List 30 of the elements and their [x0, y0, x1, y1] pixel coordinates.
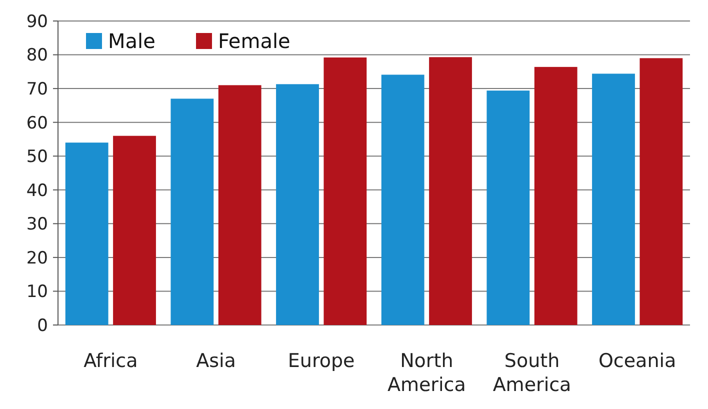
x-tick-label: North America	[387, 350, 466, 396]
y-tick-label: 10	[26, 282, 48, 302]
legend-label: Female	[218, 29, 290, 53]
x-tick-label: Africa	[84, 350, 138, 372]
y-tick-label: 60	[26, 113, 48, 134]
x-tick-label: Europe	[288, 350, 355, 372]
bar	[429, 57, 472, 325]
bar	[486, 90, 530, 325]
y-tick-label: 20	[26, 248, 48, 268]
x-tick-label: Oceania	[598, 350, 676, 372]
bar	[170, 98, 214, 325]
bar	[324, 57, 367, 325]
bar	[218, 85, 262, 325]
bar	[592, 74, 635, 325]
bar	[113, 136, 156, 325]
y-tick-label: 70	[26, 80, 48, 100]
x-tick-label: South America	[492, 350, 572, 396]
bar	[65, 142, 108, 325]
y-tick-label: 30	[26, 214, 48, 235]
bar	[534, 66, 578, 325]
y-tick-label: 40	[26, 180, 48, 201]
bar	[381, 74, 424, 325]
y-tick-label: 90	[26, 12, 48, 32]
legend-label: Male	[108, 29, 156, 53]
bar	[640, 58, 683, 325]
y-tick-label: 0	[37, 316, 48, 336]
x-tick-label: Asia	[196, 350, 236, 372]
bar	[276, 84, 319, 325]
y-tick-label: 50	[26, 147, 48, 168]
y-tick-label: 80	[26, 46, 48, 66]
